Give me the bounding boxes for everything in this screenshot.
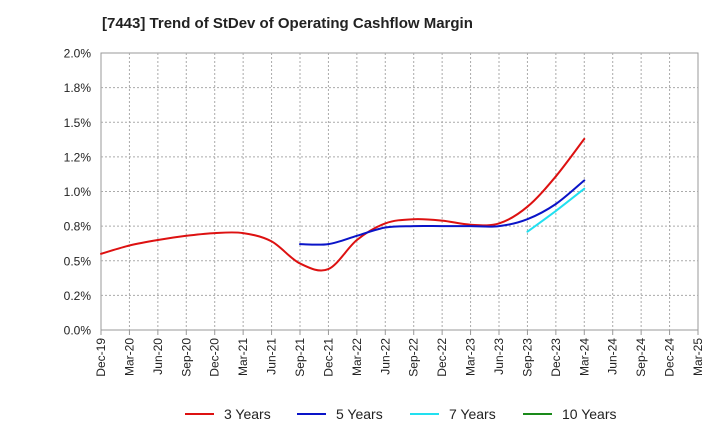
y-tick-label: 1.0% [64, 185, 92, 199]
series-line-5-years [299, 179, 586, 246]
y-tick-label: 0.5% [64, 254, 92, 268]
x-tick-label: Dec-22 [435, 338, 449, 377]
x-tick-label: Jun-22 [378, 338, 392, 375]
chart-title: [7443] Trend of StDev of Operating Cashf… [102, 15, 473, 32]
x-tick-label: Dec-19 [94, 338, 108, 377]
x-tick-label: Sep-20 [179, 338, 193, 377]
x-tick-label: Sep-21 [293, 338, 307, 377]
legend-label-3-years: 3 Years [224, 406, 271, 422]
x-tick-label: Mar-20 [122, 338, 136, 376]
x-tick-label: Jun-21 [265, 338, 279, 375]
series-lines [100, 137, 586, 272]
y-tick-label: 1.8% [64, 81, 92, 95]
y-tick-label: 1.5% [64, 116, 92, 130]
x-tick-label: Jun-23 [492, 338, 506, 375]
x-tick-label: Dec-21 [321, 338, 335, 377]
x-tick-label: Mar-22 [350, 338, 364, 376]
x-axis: Dec-19 Mar-20 Jun-20 Sep-20 Dec-20 Mar-21 Jun-… [94, 330, 705, 377]
x-tick-label: Jun-24 [606, 338, 620, 375]
x-tick-label: Dec-23 [549, 338, 563, 377]
x-tick-label: Sep-23 [520, 338, 534, 377]
series-line-7-years [526, 187, 586, 233]
x-tick-label: Dec-20 [208, 338, 222, 377]
y-tick-label: 0.8% [64, 220, 92, 234]
grid-lines [101, 53, 698, 330]
x-tick-label: Mar-21 [236, 338, 250, 376]
legend-label-10-years: 10 Years [562, 406, 617, 422]
legend-label-7-years: 7 Years [449, 406, 496, 422]
legend: 3 Years 5 Years 7 Years 10 Years [185, 406, 617, 422]
y-tick-label: 2.0% [64, 47, 92, 61]
y-tick-label: 0.2% [64, 289, 92, 303]
series-line-3-years [100, 137, 586, 272]
x-tick-label: Mar-24 [577, 338, 591, 376]
x-tick-label: Dec-24 [663, 338, 677, 377]
y-tick-label: 1.2% [64, 150, 92, 164]
y-axis: 0.0% 0.2% 0.5% 0.8% 1.0% 1.2% 1.5% 1.8% 2.0% [64, 47, 92, 338]
legend-label-5-years: 5 Years [336, 406, 383, 422]
x-tick-label: Sep-24 [634, 338, 648, 377]
x-tick-label: Sep-22 [407, 338, 421, 377]
x-tick-label: Mar-23 [464, 338, 478, 376]
x-tick-label: Jun-20 [151, 338, 165, 375]
y-tick-label: 0.0% [64, 324, 92, 338]
x-tick-label: Mar-25 [691, 338, 705, 376]
